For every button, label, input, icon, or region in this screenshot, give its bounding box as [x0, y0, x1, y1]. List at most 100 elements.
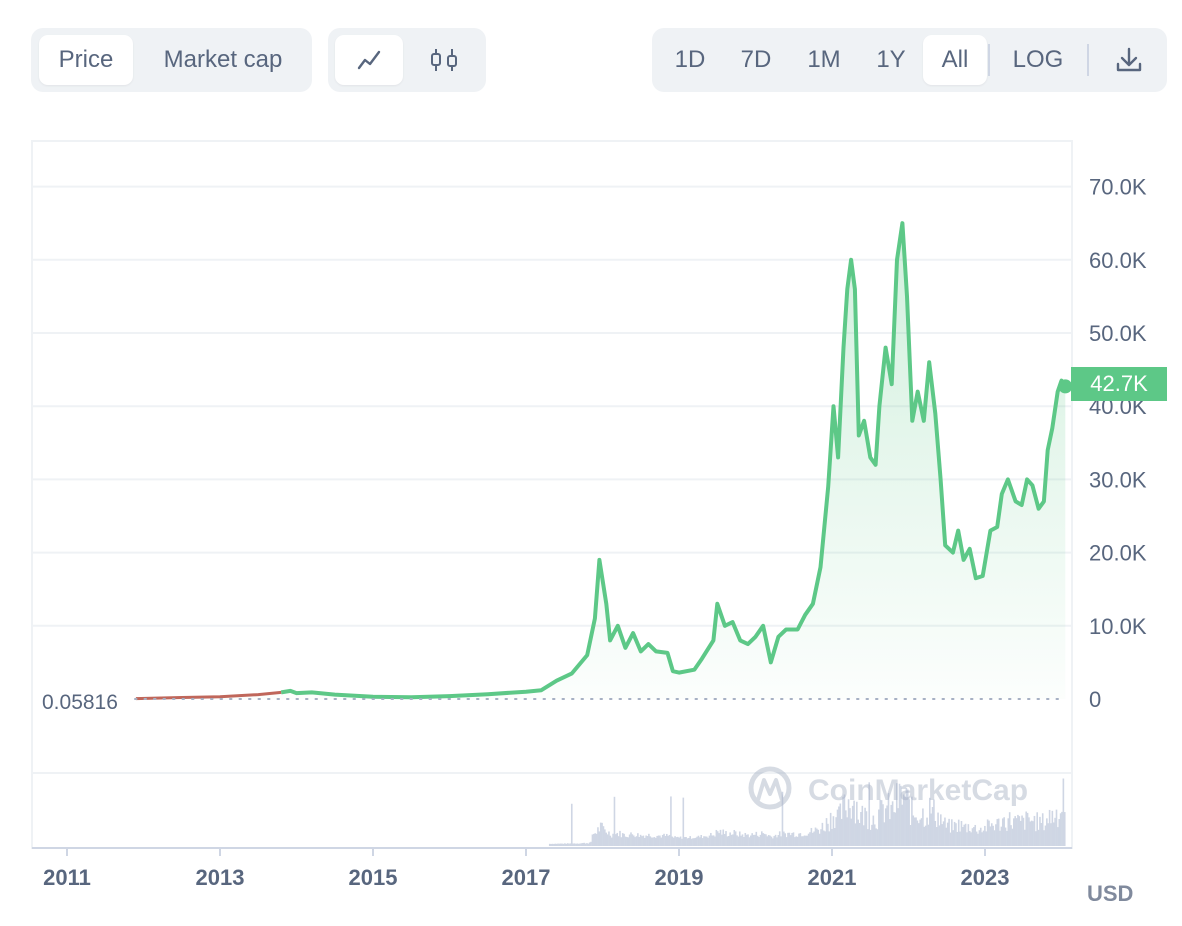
range-all-button[interactable]: All — [923, 35, 987, 85]
volume-bar — [809, 832, 811, 846]
volume-bar — [597, 827, 599, 846]
volume-bar — [686, 838, 689, 846]
volume-bar — [1063, 812, 1066, 846]
chart-type-toggle — [328, 28, 486, 92]
volume-bar — [730, 834, 733, 846]
volume-bar — [953, 821, 956, 846]
volume-bar — [1030, 820, 1033, 846]
volume-bar — [887, 792, 890, 846]
volume-bar — [890, 804, 893, 846]
volume-bar — [748, 837, 751, 846]
price-line — [280, 221, 1067, 700]
volume-bar — [873, 824, 876, 846]
candlestick-button[interactable] — [410, 35, 478, 85]
volume-bar — [946, 822, 949, 846]
line-chart-button[interactable] — [335, 35, 403, 85]
volume-bar — [637, 833, 639, 846]
volume-bar — [829, 812, 832, 846]
volume-bar — [820, 829, 822, 846]
volume-bar — [573, 843, 576, 846]
volume-bar — [889, 819, 891, 846]
volume-bar — [783, 831, 785, 846]
volume-bar — [831, 828, 833, 846]
volume-bar — [851, 805, 854, 846]
volume-bar — [653, 837, 656, 846]
volume-bar — [550, 843, 552, 846]
volume-bar — [970, 832, 972, 846]
volume-bar — [729, 832, 731, 846]
volume-bar — [869, 829, 872, 846]
volume-bar — [759, 834, 762, 846]
volume-bar — [1055, 809, 1058, 846]
y-tick-label: 20.0K — [1089, 541, 1147, 566]
volume-bar — [1048, 809, 1051, 846]
volume-bar — [833, 828, 836, 846]
range-1m-button[interactable]: 1M — [807, 46, 841, 73]
volume-bar — [722, 829, 725, 846]
volume-bar — [784, 833, 787, 846]
tab-market-cap[interactable]: Market cap — [163, 46, 283, 73]
currency-label: USD — [1087, 881, 1133, 906]
volume-bar — [840, 818, 843, 846]
volume-bar — [941, 824, 943, 846]
volume-bar — [957, 819, 960, 846]
volume-bar — [789, 835, 792, 846]
volume-bar — [964, 823, 967, 846]
range-1y-button[interactable]: 1Y — [876, 46, 906, 73]
volume-bar — [565, 843, 568, 846]
volume-bar — [973, 827, 975, 846]
volume-bar — [864, 807, 866, 846]
volume-bar — [883, 822, 886, 846]
volume-bar — [868, 782, 871, 846]
volume-bar — [862, 825, 865, 846]
volume-bar — [813, 831, 815, 846]
volume-bar — [930, 813, 932, 846]
volume-bar — [577, 843, 580, 846]
download-button[interactable] — [1100, 35, 1158, 85]
volume-bar — [646, 836, 649, 846]
range-7d-button[interactable]: 7D — [740, 46, 772, 73]
volume-bar — [1012, 818, 1015, 846]
volume-bar — [878, 809, 880, 846]
volume-bar — [654, 837, 657, 846]
volume-bar — [738, 831, 741, 846]
volume-bar — [787, 832, 789, 846]
volume-bar — [988, 820, 990, 846]
volume-bar — [726, 836, 729, 846]
volume-bar — [587, 843, 590, 846]
volume-bar — [1059, 813, 1062, 846]
volume-bar — [895, 783, 898, 846]
volume-bar — [1021, 815, 1023, 846]
volume-bar — [904, 796, 906, 846]
volume-bar — [620, 837, 623, 846]
volume-bar — [685, 836, 687, 846]
volume-bar — [572, 843, 574, 846]
volume-bar — [671, 836, 674, 846]
volume-bar — [985, 831, 988, 846]
volume-bar — [712, 835, 715, 846]
volume-bar — [682, 797, 685, 846]
range-1d-button[interactable]: 1D — [674, 46, 706, 73]
log-scale-button[interactable]: LOG — [1012, 46, 1064, 73]
volume-bar — [875, 828, 877, 846]
volume-bar — [960, 820, 963, 846]
volume-bar — [613, 796, 616, 846]
volume-bar — [734, 831, 737, 846]
volume-bar — [886, 805, 888, 846]
volume-bar — [755, 831, 758, 846]
volume-bar — [681, 838, 683, 846]
tab-price[interactable]: Price — [39, 35, 133, 85]
volume-bar — [628, 834, 631, 846]
volume-bar — [997, 818, 1000, 846]
volume-bar — [703, 836, 705, 846]
volume-bar — [638, 836, 641, 846]
volume-bar — [944, 817, 946, 846]
volume-bar — [1029, 821, 1032, 846]
watermark-text: CoinMarketCap — [808, 774, 1028, 807]
volume-bar — [865, 811, 868, 846]
start-price-label: 0.05816 — [42, 691, 118, 714]
volume-bar — [641, 836, 643, 846]
volume-bar — [747, 834, 749, 846]
volume-bar — [799, 833, 802, 846]
